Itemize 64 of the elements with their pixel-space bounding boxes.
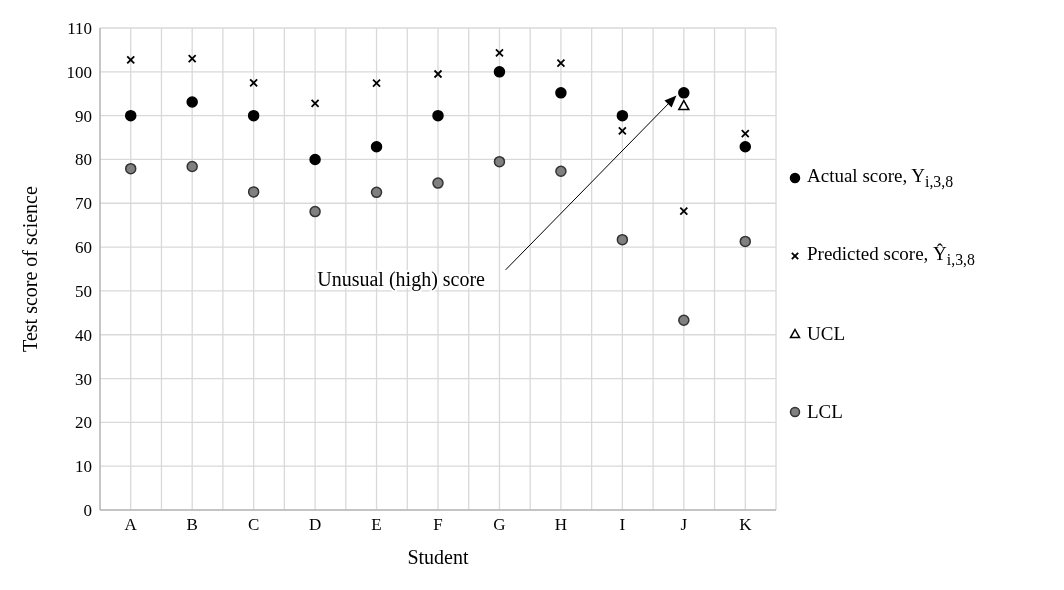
- point: [310, 98, 320, 108]
- point: [372, 78, 381, 88]
- point: [739, 235, 752, 248]
- point: [678, 99, 690, 111]
- point: [555, 165, 567, 178]
- y-tick-label: 90: [75, 106, 92, 126]
- point: [616, 109, 629, 122]
- y-tick-label: 50: [75, 281, 92, 301]
- y-tick-label: 60: [75, 238, 92, 258]
- annotation: Unusual (high) score: [317, 267, 486, 291]
- point: [126, 55, 136, 65]
- point: [432, 109, 444, 122]
- y-axis-title: Test score of science: [19, 186, 42, 352]
- x-tick-label: H: [554, 515, 568, 535]
- y-tick-label: 110: [67, 19, 92, 39]
- point: [432, 177, 444, 189]
- point: [309, 153, 321, 166]
- x-tick-label: I: [619, 515, 626, 535]
- point: [617, 126, 627, 136]
- y-tick-label: 40: [75, 325, 92, 345]
- x-tick-label: C: [247, 515, 260, 535]
- point: [186, 96, 198, 108]
- y-tick-label: 20: [75, 413, 92, 433]
- legend-label: Predicted score, Ŷ$_{i,3,8}$: [807, 243, 975, 269]
- x-tick-label: A: [124, 515, 138, 535]
- point: [124, 109, 137, 122]
- point: [187, 54, 197, 64]
- point: [679, 206, 689, 216]
- x-tick-label: D: [308, 515, 322, 535]
- point: [249, 78, 259, 88]
- point: [495, 48, 504, 58]
- point: [247, 109, 260, 122]
- x-tick-label: F: [433, 515, 443, 535]
- point: [124, 162, 137, 175]
- legend-label: LCL: [807, 401, 843, 423]
- point: [433, 69, 443, 79]
- point: [556, 58, 566, 68]
- point: [309, 205, 321, 218]
- x-axis-title: Student: [407, 546, 469, 568]
- point: [370, 186, 383, 199]
- legend-label: UCL: [807, 323, 845, 345]
- y-tick-label: 80: [75, 150, 92, 170]
- point: [678, 314, 690, 327]
- x-tick-label: E: [371, 515, 382, 535]
- point: [370, 141, 383, 153]
- x-tick-label: G: [493, 515, 506, 535]
- point: [555, 87, 567, 99]
- point: [616, 233, 629, 246]
- point: [493, 155, 506, 168]
- x-tick-label: J: [680, 515, 688, 535]
- legend-label: Actual score, Y$_{i,3,8}$: [807, 165, 954, 191]
- y-tick-label: 0: [83, 501, 92, 521]
- point: [493, 66, 506, 78]
- x-tick-label: K: [739, 515, 753, 535]
- point: [678, 87, 690, 99]
- y-tick-label: 30: [75, 369, 92, 389]
- point: [247, 186, 260, 198]
- y-tick-label: 10: [75, 457, 92, 477]
- y-tick-label: 70: [75, 194, 92, 214]
- y-tick-label: 100: [66, 62, 92, 82]
- point: [186, 160, 198, 173]
- point: [739, 141, 752, 153]
- x-tick-label: B: [186, 515, 198, 535]
- point: [740, 129, 750, 138]
